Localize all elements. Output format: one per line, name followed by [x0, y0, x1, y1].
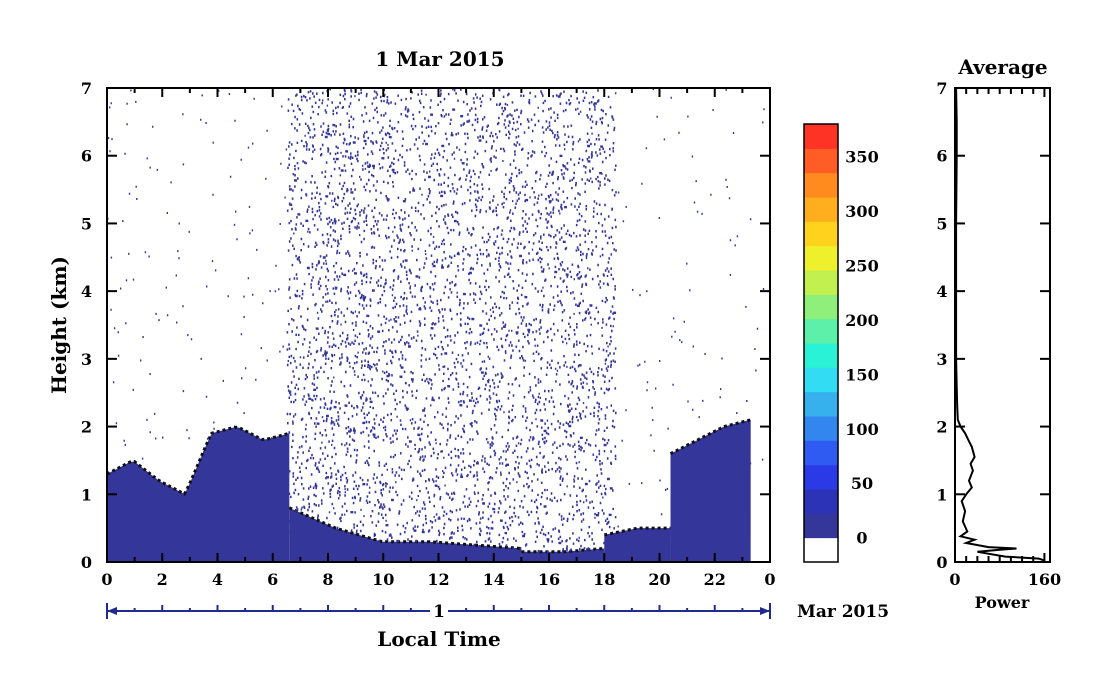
heat-region-0: [107, 427, 290, 562]
avg-y-tick-label: 4: [936, 282, 947, 301]
main-title: 1 Mar 2015: [375, 47, 504, 71]
colorbar: [803, 123, 839, 563]
date-axis-month-label: Mar 2015: [797, 602, 889, 622]
colorbar-swatch: [804, 124, 838, 149]
y-tick-label: 5: [81, 214, 92, 233]
colorbar-swatch: [804, 489, 838, 514]
y-tick-label: 2: [81, 418, 92, 437]
heat-region-edge-3: [604, 526, 671, 537]
date-axis: 1 Mar 2015: [106, 600, 889, 622]
avg-y-tick-label: 6: [936, 147, 947, 166]
colorbar-label: 50: [851, 474, 873, 493]
avg-profile: [955, 87, 1045, 562]
x-tick-label: 18: [593, 570, 615, 589]
x-tick-label: 2: [157, 570, 168, 589]
colorbar-swatch: [804, 270, 838, 295]
avg-title: Average: [957, 55, 1047, 79]
heat-region-edge-1: [288, 506, 522, 550]
x-tick-label: 0: [101, 570, 112, 589]
colorbar-swatch: [804, 172, 838, 198]
colorbar-swatch: [804, 221, 838, 247]
avg-series-line: [955, 87, 1045, 562]
x-tick-label: 20: [648, 570, 670, 589]
colorbar-label: 350: [845, 148, 878, 167]
x-tick-label: 16: [538, 570, 560, 589]
colorbar-label: 250: [845, 257, 878, 276]
colorbar-swatch: [804, 294, 838, 320]
y-tick-label: 3: [81, 350, 92, 369]
main-xlabel: Local Time: [377, 627, 500, 651]
y-tick-label: 4: [81, 282, 92, 301]
x-tick-label: 8: [322, 570, 333, 589]
y-tick-label: 6: [81, 147, 92, 166]
date-axis-day-bg: [430, 600, 448, 620]
colorbar-label: 200: [845, 311, 878, 330]
x-tick-label: 12: [427, 570, 449, 589]
main-ylabel: Height (km): [47, 256, 71, 394]
date-axis-right-arrow: [760, 607, 770, 615]
date-axis-left-arrow: [107, 607, 117, 615]
colorbar-label: 100: [845, 420, 878, 439]
y-tick-label: 0: [81, 553, 92, 572]
avg-plot-frame: [954, 87, 1051, 563]
avg-y-tick-label: 1: [936, 485, 947, 504]
avg-axis-ticks: [954, 87, 1050, 563]
main-axis-ticks: [106, 87, 771, 611]
avg-y-tick-label: 3: [936, 350, 947, 369]
colorbar-swatch: [804, 245, 838, 271]
avg-y-tick-label: 2: [936, 418, 947, 437]
colorbar-swatch: [804, 367, 838, 393]
x-tick-label: 4: [212, 570, 223, 589]
colorbar-swatch: [804, 343, 838, 368]
colorbar-swatch: [804, 197, 838, 222]
avg-x-tick-label: 0: [949, 570, 960, 589]
colorbar-swatch: [804, 148, 838, 174]
x-tick-label: 6: [267, 570, 278, 589]
colorbar-swatch: [804, 416, 838, 441]
avg-x-tick-label: 160: [1028, 570, 1061, 589]
heat-region-3: [604, 528, 671, 562]
avg-y-tick-label: 5: [936, 214, 947, 233]
colorbar-swatch: [804, 440, 838, 466]
colorbar-swatch: [804, 318, 838, 344]
avg-xlabel: Power: [975, 593, 1030, 612]
avg-y-tick-label: 0: [936, 553, 947, 572]
y-tick-label: 1: [81, 485, 92, 504]
x-tick-label: 22: [704, 570, 726, 589]
colorbar-label: 150: [845, 365, 878, 384]
x-tick-label: 0: [764, 570, 775, 589]
main-heatmap: [107, 88, 765, 562]
colorbar-label: 300: [845, 202, 878, 221]
colorbar-frame: [803, 123, 839, 563]
x-tick-label: 14: [483, 570, 505, 589]
avg-tick-labels: 0 1 2 3 4 5 6 7 0 160: [936, 79, 1061, 589]
x-tick-label: 10: [372, 570, 394, 589]
colorbar-swatch: [804, 464, 838, 490]
colorbar-swatch: [804, 391, 838, 417]
colorbar-labels: 0 50 100 150 200 250 300 350: [845, 148, 878, 548]
colorbar-label: 0: [856, 529, 867, 548]
heat-region-edge-4: [669, 418, 752, 456]
colorbar-swatch: [804, 537, 838, 563]
avg-y-tick-label: 7: [936, 79, 947, 98]
heat-region-4: [670, 419, 751, 562]
y-tick-label: 7: [81, 79, 92, 98]
colorbar-swatch: [804, 513, 838, 539]
heat-region-edge-2: [521, 547, 605, 554]
date-axis-day-label: 1: [433, 602, 445, 622]
heat-region-1: [289, 507, 522, 562]
